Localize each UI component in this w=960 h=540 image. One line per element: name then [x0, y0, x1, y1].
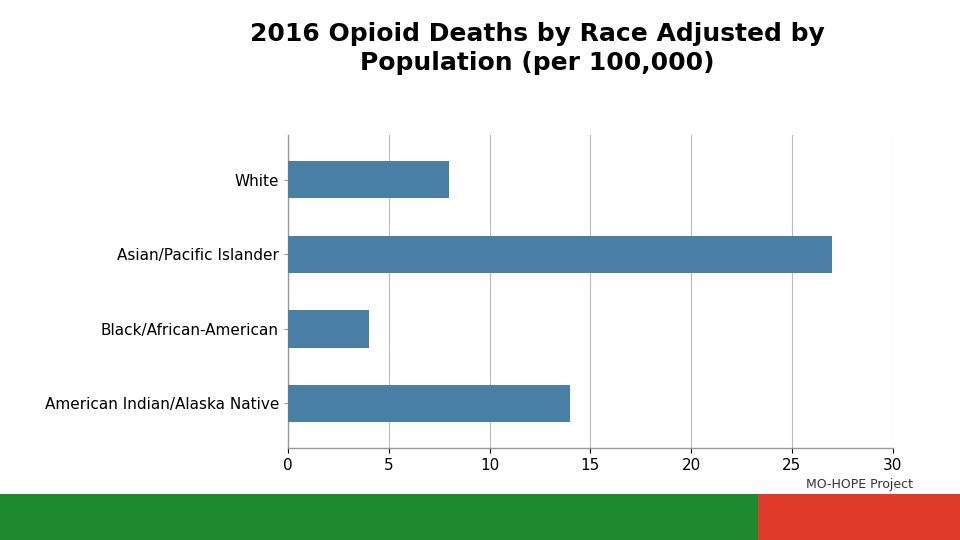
Bar [288, 385, 570, 422]
Text: MO-HOPE Project: MO-HOPE Project [805, 478, 913, 491]
Bar [288, 161, 449, 198]
Text: 2016 Opioid Deaths by Race Adjusted by
Population (per 100,000): 2016 Opioid Deaths by Race Adjusted by P… [251, 22, 825, 75]
Bar [288, 235, 832, 273]
Bar [288, 310, 369, 348]
